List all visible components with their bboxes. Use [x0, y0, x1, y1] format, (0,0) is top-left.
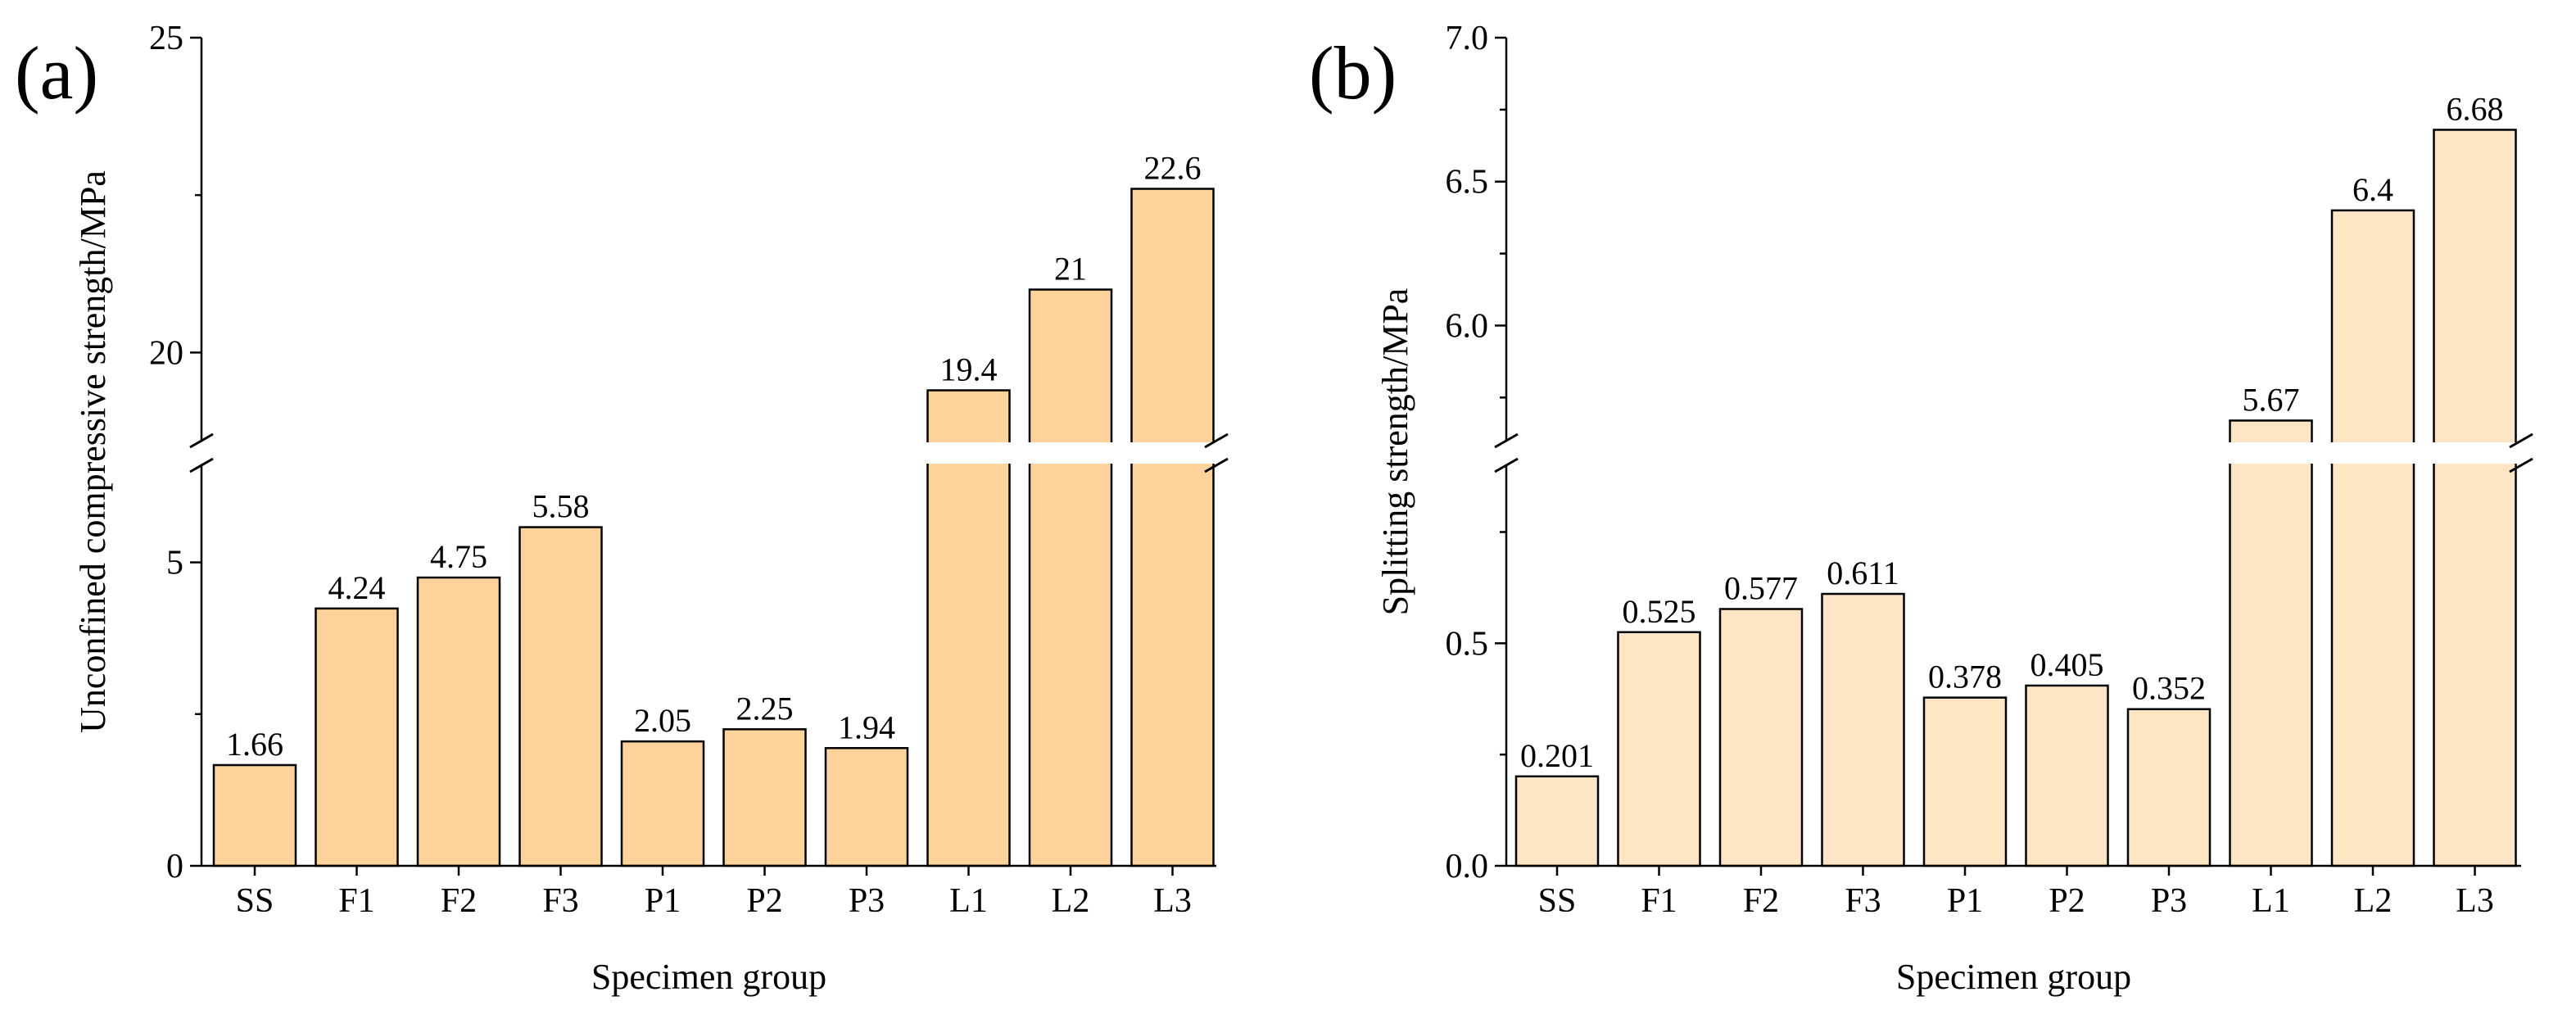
y-tick-label-a-lower-1: 5 — [166, 545, 183, 582]
value-label-a-P1: 2.05 — [634, 702, 691, 739]
bar-b-SS — [1514, 775, 1600, 867]
x-tick-label-a-L1: L1 — [949, 882, 988, 920]
x-tick-label-a-F1: F1 — [338, 882, 374, 920]
axis-break-mark-a-left-bottom — [189, 457, 214, 473]
value-label-a-P2: 2.25 — [736, 690, 794, 727]
x-tick-label-b-P3: P3 — [2151, 882, 2187, 920]
axis-break-band-a — [177, 442, 1241, 464]
value-label-b-L3: 6.68 — [2447, 90, 2504, 127]
bar-a-F1 — [315, 607, 399, 867]
panel-label-a: (a) — [15, 31, 98, 115]
value-label-a-F2: 4.75 — [430, 538, 487, 575]
y-axis-title-b: Splitting strength/MPa — [1375, 288, 1415, 616]
bar-a-SS — [212, 763, 297, 867]
y-tick-label-a-upper-1: 25 — [149, 20, 183, 57]
x-tick-label-b-F1: F1 — [1641, 882, 1677, 920]
value-label-b-P2: 0.405 — [2030, 646, 2104, 683]
bar-a-L2 — [1028, 288, 1113, 867]
axis-break-mark-b-right-top — [2509, 433, 2533, 449]
x-axis-title-b: Specimen group — [1896, 957, 2131, 997]
x-tick-label-a-P2: P2 — [746, 882, 782, 920]
value-label-a-L2: 21 — [1054, 251, 1087, 288]
bar-a-F3 — [518, 526, 603, 867]
bar-b-L1 — [2229, 419, 2313, 867]
bar-b-F3 — [1821, 592, 1905, 867]
bar-a-P3 — [824, 747, 909, 867]
y-tick-label-b-upper-0: 6.0 — [1446, 307, 1489, 345]
value-label-b-L2: 6.4 — [2352, 171, 2393, 208]
value-label-b-F1: 0.525 — [1623, 593, 1696, 630]
x-tick-label-b-L2: L2 — [2354, 882, 2393, 920]
bar-b-L2 — [2330, 209, 2415, 867]
bar-a-P1 — [620, 740, 705, 867]
x-tick-label-a-P3: P3 — [849, 882, 885, 920]
x-tick-label-b-F3: F3 — [1845, 882, 1881, 920]
axis-break-band-b — [1482, 442, 2546, 464]
x-tick-label-a-L3: L3 — [1153, 882, 1192, 920]
bar-b-F2 — [1718, 608, 1804, 867]
y-tick-label-b-upper-2: 7.0 — [1446, 20, 1489, 57]
axis-break-mark-b-left-top — [1494, 433, 1519, 449]
axis-break-mark-a-right-top — [1204, 433, 1229, 449]
x-tick-label-a-F2: F2 — [441, 882, 477, 920]
value-label-a-L3: 22.6 — [1144, 150, 1202, 187]
value-label-b-P1: 0.378 — [1928, 659, 2002, 695]
x-tick-label-b-L1: L1 — [2252, 882, 2290, 920]
value-label-b-SS: 0.201 — [1520, 737, 1594, 774]
bar-b-F1 — [1617, 631, 1701, 867]
y-axis-title-a: Unconfined compressive strength/MPa — [73, 170, 113, 733]
value-label-b-L1: 5.67 — [2243, 381, 2300, 418]
value-label-b-F3: 0.611 — [1827, 555, 1899, 591]
bar-a-L3 — [1130, 188, 1215, 867]
bar-b-P1 — [1922, 696, 2008, 867]
x-tick-label-b-L3: L3 — [2456, 882, 2494, 920]
value-label-a-L1: 19.4 — [940, 351, 998, 388]
value-label-b-F2: 0.577 — [1724, 569, 1798, 606]
value-label-b-P3: 0.352 — [2132, 670, 2206, 707]
bar-b-L3 — [2433, 129, 2517, 867]
y-tick-label-a-lower-0: 0 — [166, 848, 183, 885]
value-label-a-SS: 1.66 — [226, 726, 283, 763]
x-tick-label-b-SS: SS — [1538, 882, 1577, 920]
axis-break-mark-b-right-bottom — [2509, 457, 2533, 473]
y-tick-label-a-upper-0: 20 — [149, 334, 183, 372]
x-tick-label-a-SS: SS — [236, 882, 274, 920]
y-tick-label-b-upper-1: 6.5 — [1446, 164, 1489, 202]
value-label-a-F1: 4.24 — [328, 569, 386, 606]
y-tick-label-b-lower-1: 0.5 — [1446, 625, 1489, 663]
panel-b-chart: 0.201 SS 0.525 F1 0.577 F2 0.611 F3 0.378 P1 0.405… — [1309, 20, 2546, 997]
x-tick-label-b-P2: P2 — [2049, 882, 2085, 920]
panel-a-chart: 1.66 SS 4.24 F1 4.75 F2 5.58 F3 2.05 P1 2.25 P2 1.94… — [15, 20, 1241, 997]
panel-label-b: (b) — [1309, 31, 1397, 115]
bar-a-P2 — [722, 728, 807, 867]
value-label-a-P3: 1.94 — [838, 709, 895, 745]
y-tick-label-b-lower-0: 0.0 — [1446, 848, 1489, 885]
bar-b-P3 — [2126, 708, 2212, 867]
axis-break-mark-b-left-bottom — [1494, 457, 1519, 473]
x-tick-label-b-F2: F2 — [1743, 882, 1779, 920]
bar-a-F2 — [416, 576, 501, 867]
x-tick-label-b-P1: P1 — [1947, 882, 1983, 920]
bar-b-P2 — [2025, 684, 2109, 867]
value-label-a-F3: 5.58 — [532, 488, 590, 525]
x-tick-label-a-F3: F3 — [542, 882, 578, 920]
axis-break-mark-a-left-top — [189, 433, 214, 449]
x-tick-label-a-P1: P1 — [645, 882, 681, 920]
axis-break-mark-a-right-bottom — [1204, 457, 1229, 473]
x-tick-label-a-L2: L2 — [1052, 882, 1090, 920]
x-axis-title-a: Specimen group — [591, 957, 826, 997]
